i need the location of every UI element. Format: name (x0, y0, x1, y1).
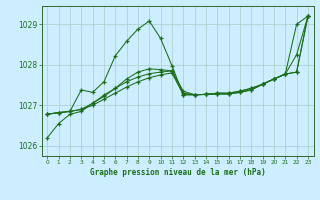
X-axis label: Graphe pression niveau de la mer (hPa): Graphe pression niveau de la mer (hPa) (90, 168, 266, 177)
